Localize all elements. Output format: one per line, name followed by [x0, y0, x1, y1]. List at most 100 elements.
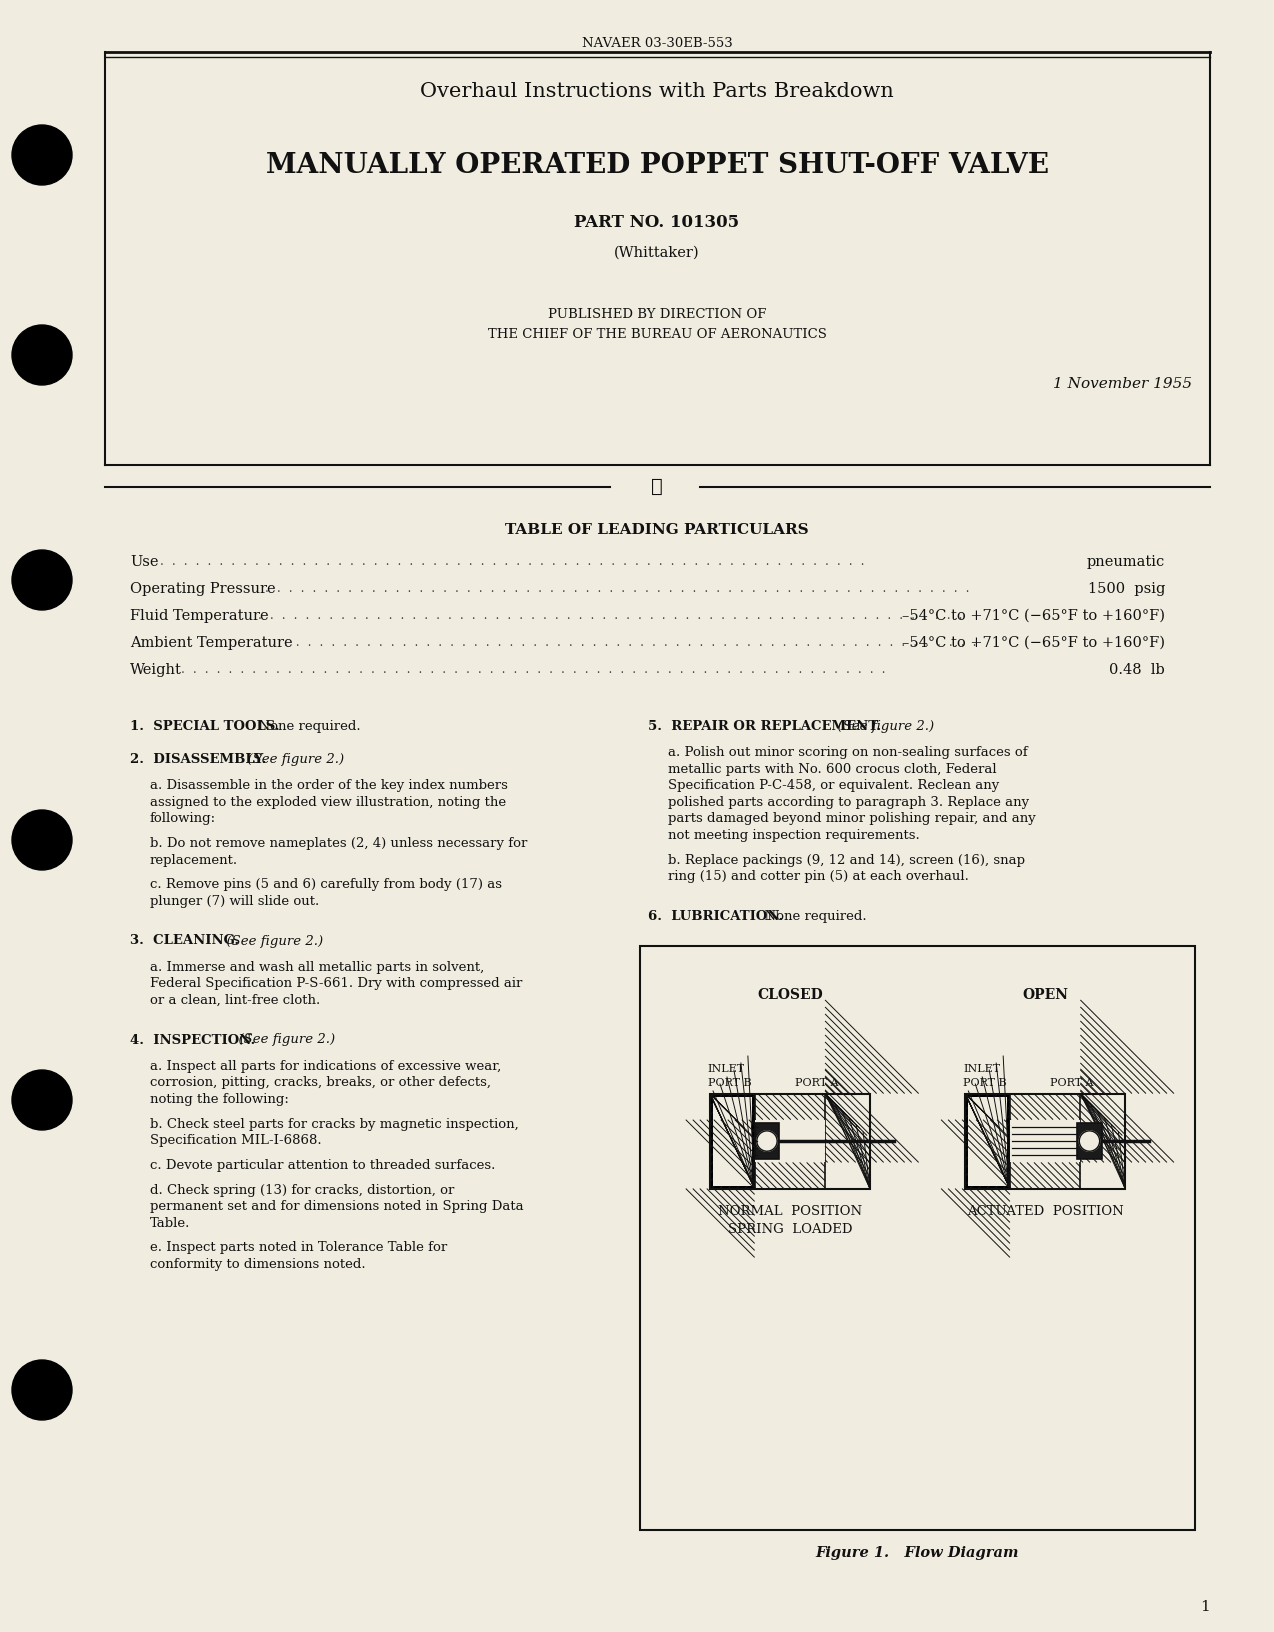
Text: PORT B: PORT B	[708, 1077, 752, 1087]
Bar	[754, 1120, 826, 1162]
Text: ACTUATED  POSITION: ACTUATED POSITION	[967, 1204, 1124, 1217]
Text: c. Remove pins (5 and 6) carefully from body (17) as: c. Remove pins (5 and 6) carefully from …	[150, 878, 502, 891]
Text: a. Immerse and wash all metallic parts in solvent,: a. Immerse and wash all metallic parts i…	[150, 961, 484, 974]
Text: replacement.: replacement.	[150, 854, 238, 867]
Bar	[1010, 1120, 1080, 1162]
Text: a. Polish out minor scoring on non-sealing surfaces of: a. Polish out minor scoring on non-seali…	[668, 746, 1028, 759]
Text: Table.: Table.	[150, 1216, 190, 1229]
Text: 3.  CLEANING.: 3. CLEANING.	[130, 935, 240, 948]
Bar	[1080, 1093, 1125, 1188]
Text: pneumatic: pneumatic	[1087, 555, 1164, 570]
Text: NAVAER 03-30EB-553: NAVAER 03-30EB-553	[582, 38, 733, 51]
Text: (See figure 2.): (See figure 2.)	[231, 1033, 335, 1046]
Text: PORT B: PORT B	[963, 1077, 1006, 1087]
Text: metallic parts with No. 600 crocus cloth, Federal: metallic parts with No. 600 crocus cloth…	[668, 762, 996, 775]
Text: b. Replace packings (9, 12 and 14), screen (16), snap: b. Replace packings (9, 12 and 14), scre…	[668, 854, 1026, 867]
Text: conformity to dimensions noted.: conformity to dimensions noted.	[150, 1258, 366, 1271]
Bar	[968, 1097, 1006, 1185]
Bar	[710, 1093, 754, 1188]
Bar	[713, 1097, 752, 1185]
Text: e. Inspect parts noted in Tolerance Table for: e. Inspect parts noted in Tolerance Tabl…	[150, 1242, 447, 1255]
Text: (Whittaker): (Whittaker)	[614, 246, 699, 259]
Text: permanent set and for dimensions noted in Spring Data: permanent set and for dimensions noted i…	[150, 1200, 524, 1213]
Text: Fluid Temperature: Fluid Temperature	[130, 609, 269, 623]
Text: .  .  .  .  .  .  .  .  .  .  .  .  .  .  .  .  .  .  .  .  .  .  .  .  .  .  . : . . . . . . . . . . . . . . . . . . . . …	[268, 636, 981, 650]
Text: .  .  .  .  .  .  .  .  .  .  .  .  .  .  .  .  .  .  .  .  .  .  .  .  .  .  . : . . . . . . . . . . . . . . . . . . . . …	[261, 583, 973, 596]
Text: or a clean, lint-free cloth.: or a clean, lint-free cloth.	[150, 994, 320, 1007]
Text: a. Disassemble in the order of the key index numbers: a. Disassemble in the order of the key i…	[150, 780, 508, 793]
Text: Federal Specification P-S-661. Dry with compressed air: Federal Specification P-S-661. Dry with …	[150, 978, 522, 991]
Text: PORT A: PORT A	[1050, 1077, 1093, 1087]
Text: polished parts according to paragraph 3. Replace any: polished parts according to paragraph 3.…	[668, 796, 1029, 809]
Circle shape	[11, 325, 73, 385]
Bar	[966, 1093, 1010, 1188]
Text: Specification MIL-I-6868.: Specification MIL-I-6868.	[150, 1134, 321, 1147]
Text: Weight: Weight	[130, 663, 182, 677]
Text: MANUALLY OPERATED POPPET SHUT-OFF VALVE: MANUALLY OPERATED POPPET SHUT-OFF VALVE	[265, 152, 1049, 180]
Text: .  .  .  .  .  .  .  .  .  .  .  .  .  .  .  .  .  .  .  .  .  .  .  .  .  .  . : . . . . . . . . . . . . . . . . . . . . …	[177, 663, 889, 676]
Text: b. Do not remove nameplates (2, 4) unless necessary for: b. Do not remove nameplates (2, 4) unles…	[150, 837, 527, 850]
Text: b. Check steel parts for cracks by magnetic inspection,: b. Check steel parts for cracks by magne…	[150, 1118, 519, 1131]
Text: parts damaged beyond minor polishing repair, and any: parts damaged beyond minor polishing rep…	[668, 813, 1036, 826]
Text: 5.  REPAIR OR REPLACEMENT.: 5. REPAIR OR REPLACEMENT.	[648, 720, 882, 733]
Text: INLET: INLET	[708, 1064, 745, 1074]
Circle shape	[11, 126, 73, 184]
Text: None required.: None required.	[250, 720, 361, 733]
Text: .  .  .  .  .  .  .  .  .  .  .  .  .  .  .  .  .  .  .  .  .  .  .  .  .  .  . : . . . . . . . . . . . . . . . . . . . . …	[254, 609, 967, 622]
Text: noting the following:: noting the following:	[150, 1093, 289, 1106]
Text: Overhaul Instructions with Parts Breakdown: Overhaul Instructions with Parts Breakdo…	[420, 82, 894, 101]
Text: assigned to the exploded view illustration, noting the: assigned to the exploded view illustrati…	[150, 796, 506, 809]
Bar	[1077, 1123, 1102, 1159]
Text: corrosion, pitting, cracks, breaks, or other defects,: corrosion, pitting, cracks, breaks, or o…	[150, 1077, 490, 1090]
Text: PUBLISHED BY DIRECTION OF: PUBLISHED BY DIRECTION OF	[548, 308, 766, 322]
Text: 6.  LUBRICATION.: 6. LUBRICATION.	[648, 909, 784, 922]
Text: c. Devote particular attention to threaded surfaces.: c. Devote particular attention to thread…	[150, 1159, 496, 1172]
Bar	[826, 1093, 870, 1188]
Circle shape	[1079, 1131, 1099, 1151]
Text: OPEN: OPEN	[1022, 987, 1068, 1002]
Text: plunger (7) will slide out.: plunger (7) will slide out.	[150, 894, 320, 907]
Bar	[710, 1093, 870, 1188]
Text: (See figure 2.): (See figure 2.)	[240, 752, 344, 765]
Text: –54°C to +71°C (−65°F to +160°F): –54°C to +71°C (−65°F to +160°F)	[902, 609, 1164, 623]
Text: a. Inspect all parts for indications of excessive wear,: a. Inspect all parts for indications of …	[150, 1059, 501, 1072]
Circle shape	[757, 1131, 777, 1151]
Text: CLOSED: CLOSED	[757, 987, 823, 1002]
Bar	[640, 947, 1195, 1531]
Text: ★: ★	[651, 478, 662, 496]
Text: Use: Use	[130, 555, 158, 570]
Circle shape	[11, 809, 73, 870]
Text: PORT A: PORT A	[795, 1077, 838, 1087]
Text: 2.  DISASSEMBLY.: 2. DISASSEMBLY.	[130, 752, 266, 765]
Text: TABLE OF LEADING PARTICULARS: TABLE OF LEADING PARTICULARS	[506, 522, 809, 537]
Text: (See figure 2.): (See figure 2.)	[218, 935, 324, 948]
Text: 0.48  lb: 0.48 lb	[1110, 663, 1164, 677]
Text: SPRING  LOADED: SPRING LOADED	[727, 1222, 852, 1235]
Text: following:: following:	[150, 813, 217, 826]
Text: 4.  INSPECTION.: 4. INSPECTION.	[130, 1033, 255, 1046]
Text: Figure 1.   Flow Diagram: Figure 1. Flow Diagram	[815, 1546, 1019, 1560]
Text: NORMAL  POSITION: NORMAL POSITION	[717, 1204, 862, 1217]
Text: 1.  SPECIAL TOOLS.: 1. SPECIAL TOOLS.	[130, 720, 279, 733]
Text: PART NO. 101305: PART NO. 101305	[575, 214, 740, 232]
Text: ring (15) and cotter pin (5) at each overhaul.: ring (15) and cotter pin (5) at each ove…	[668, 870, 968, 883]
Text: –54°C to +71°C (−65°F to +160°F): –54°C to +71°C (−65°F to +160°F)	[902, 636, 1164, 650]
Text: INLET: INLET	[963, 1064, 1000, 1074]
Text: d. Check spring (13) for cracks, distortion, or: d. Check spring (13) for cracks, distort…	[150, 1183, 455, 1196]
Bar	[966, 1093, 1125, 1188]
Bar	[754, 1123, 780, 1159]
Text: Specification P-C-458, or equivalent. Reclean any: Specification P-C-458, or equivalent. Re…	[668, 780, 999, 793]
Text: Ambient Temperature: Ambient Temperature	[130, 636, 293, 650]
Circle shape	[11, 550, 73, 610]
Text: (See figure 2.): (See figure 2.)	[829, 720, 934, 733]
Text: None required.: None required.	[755, 909, 866, 922]
Text: 1: 1	[1200, 1599, 1210, 1614]
Circle shape	[11, 1071, 73, 1129]
Text: not meeting inspection requirements.: not meeting inspection requirements.	[668, 829, 920, 842]
Circle shape	[11, 1359, 73, 1420]
Text: THE CHIEF OF THE BUREAU OF AERONAUTICS: THE CHIEF OF THE BUREAU OF AERONAUTICS	[488, 328, 827, 341]
Text: .  .  .  .  .  .  .  .  .  .  .  .  .  .  .  .  .  .  .  .  .  .  .  .  .  .  . : . . . . . . . . . . . . . . . . . . . . …	[155, 555, 869, 568]
Text: 1500  psig: 1500 psig	[1088, 583, 1164, 596]
Text: Operating Pressure: Operating Pressure	[130, 583, 275, 596]
Text: 1 November 1955: 1 November 1955	[1052, 377, 1192, 392]
